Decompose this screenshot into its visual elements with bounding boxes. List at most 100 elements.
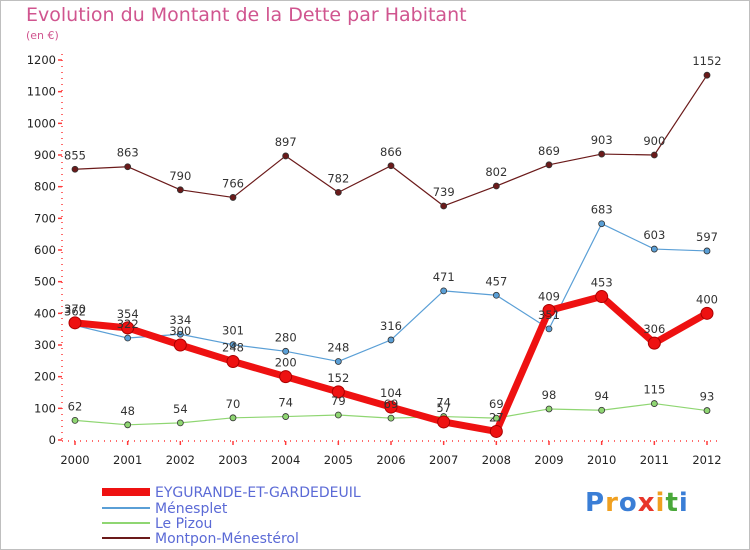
data-label: 400 <box>696 292 718 306</box>
x-tick-label: 2000 <box>60 453 89 467</box>
data-label: 98 <box>542 388 557 402</box>
x-tick-label: 2005 <box>324 453 353 467</box>
x-tick-label: 2008 <box>482 453 511 467</box>
data-label: 863 <box>117 146 139 160</box>
data-point <box>492 182 500 190</box>
data-point <box>545 325 553 333</box>
data-point <box>384 400 398 414</box>
data-label: 869 <box>538 144 560 158</box>
data-label: 104 <box>380 386 402 400</box>
proxiti-logo: Proxiti <box>585 488 689 518</box>
data-point <box>229 341 237 349</box>
data-label: 354 <box>117 307 139 321</box>
x-tick-label: 2004 <box>271 453 300 467</box>
data-label: 54 <box>173 402 188 416</box>
data-label: 453 <box>591 276 613 290</box>
data-point <box>545 161 553 169</box>
data-label: 69 <box>489 397 504 411</box>
data-point <box>650 151 658 159</box>
data-label: 152 <box>327 371 349 385</box>
y-tick-label: 600 <box>34 243 56 257</box>
data-point <box>703 71 711 79</box>
y-tick-label: 1000 <box>27 116 56 130</box>
data-label: 300 <box>169 324 191 338</box>
data-label: 301 <box>222 324 244 338</box>
data-label: 57 <box>436 401 451 415</box>
y-tick-label: 500 <box>34 275 56 289</box>
data-point <box>68 316 82 330</box>
data-point <box>437 415 451 429</box>
legend-label: Le Pizou <box>155 516 212 532</box>
data-point <box>545 405 553 413</box>
data-point <box>282 413 290 420</box>
y-tick-label: 900 <box>34 148 56 162</box>
data-point <box>598 406 606 414</box>
data-label: 603 <box>643 228 665 242</box>
data-label: 766 <box>222 176 244 190</box>
data-label: 409 <box>538 289 560 303</box>
data-label: 802 <box>485 165 507 179</box>
data-label: 248 <box>327 340 349 354</box>
x-tick-label: 2001 <box>113 453 142 467</box>
data-point <box>598 150 606 158</box>
x-tick-label: 2007 <box>429 453 458 467</box>
data-label: 471 <box>433 270 455 284</box>
data-label: 370 <box>64 302 86 316</box>
y-tick-label: 400 <box>34 306 56 320</box>
data-point <box>595 290 609 304</box>
data-label: 115 <box>643 383 665 397</box>
data-label: 903 <box>591 133 613 147</box>
data-label: 62 <box>68 399 83 413</box>
data-label: 316 <box>380 319 402 333</box>
data-label: 27 <box>489 410 504 424</box>
data-point <box>387 162 395 170</box>
data-point <box>71 416 79 424</box>
data-point <box>176 186 184 194</box>
data-point <box>703 247 711 255</box>
data-point <box>334 188 342 196</box>
y-tick-label: 100 <box>34 401 56 415</box>
x-tick-label: 2006 <box>376 453 405 467</box>
data-point <box>334 411 342 419</box>
data-label: 79 <box>331 394 346 408</box>
chart-title: Evolution du Montant de la Dette par Hab… <box>26 4 467 26</box>
data-label: 855 <box>64 148 86 162</box>
data-label: 351 <box>538 308 560 322</box>
data-point <box>124 334 132 342</box>
data-label: 248 <box>222 340 244 354</box>
data-label: 74 <box>436 396 451 410</box>
data-point <box>387 414 395 422</box>
data-point <box>282 152 290 160</box>
x-tick-label: 2009 <box>534 453 563 467</box>
legend-label: Ménesplet <box>155 501 228 517</box>
data-point <box>650 245 658 253</box>
y-tick-label: 800 <box>34 180 56 194</box>
data-label: 900 <box>643 134 665 148</box>
legend-label: EYGURANDE-ET-GARDEDEUIL <box>155 485 361 501</box>
data-point <box>598 220 606 228</box>
data-point <box>279 370 293 384</box>
x-tick-label: 2002 <box>166 453 195 467</box>
data-label: 362 <box>64 304 86 318</box>
data-label: 70 <box>226 397 241 411</box>
y-tick-label: 1200 <box>27 53 56 67</box>
data-point <box>440 287 448 295</box>
data-point <box>542 303 556 317</box>
data-label: 93 <box>700 390 715 404</box>
data-label: 280 <box>275 330 297 344</box>
x-tick-label: 2010 <box>587 453 616 467</box>
data-label: 322 <box>117 317 139 331</box>
data-point <box>229 414 237 422</box>
data-point <box>124 421 132 429</box>
data-point <box>387 336 395 344</box>
data-point <box>489 424 503 438</box>
data-label: 790 <box>169 169 191 183</box>
y-tick-label: 300 <box>34 338 56 352</box>
data-point <box>229 194 237 201</box>
data-label: 94 <box>594 389 609 403</box>
data-point <box>124 163 132 171</box>
data-point <box>703 407 711 414</box>
chart-subtitle: (en €) <box>26 29 59 42</box>
data-label: 74 <box>278 396 293 410</box>
